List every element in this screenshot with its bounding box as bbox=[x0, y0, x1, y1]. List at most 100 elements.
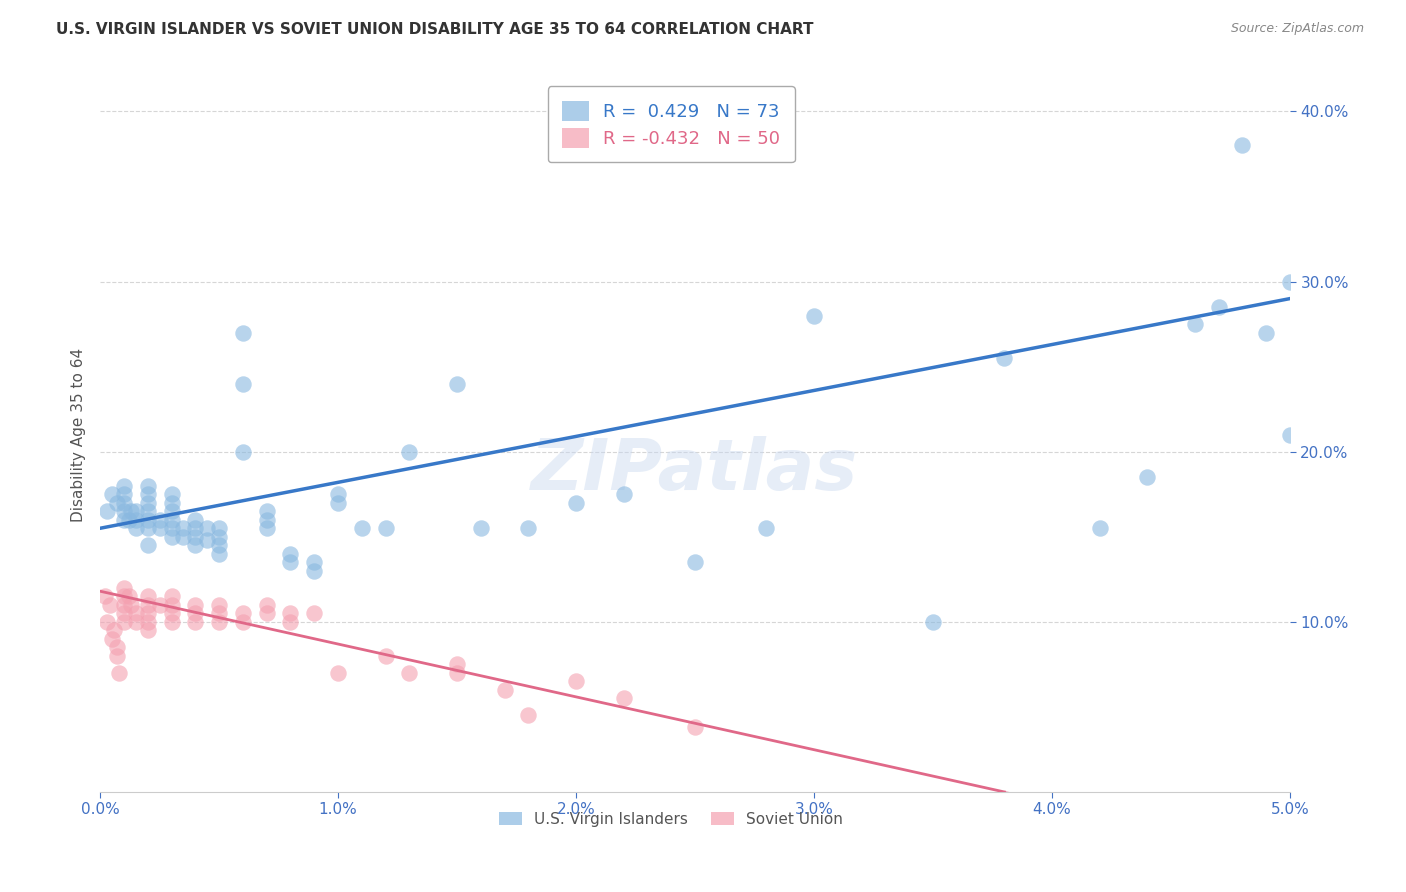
Point bbox=[112, 598, 135, 612]
Point bbox=[160, 504, 183, 518]
Point bbox=[1184, 317, 1206, 331]
Point bbox=[256, 521, 278, 535]
Point bbox=[98, 598, 121, 612]
Point bbox=[112, 615, 135, 629]
Point bbox=[398, 665, 420, 680]
Point bbox=[112, 504, 135, 518]
Point bbox=[1232, 138, 1254, 153]
Point bbox=[160, 607, 183, 621]
Point bbox=[446, 665, 468, 680]
Point bbox=[208, 530, 231, 544]
Point bbox=[136, 538, 159, 552]
Point bbox=[160, 496, 183, 510]
Point bbox=[232, 615, 254, 629]
Point bbox=[149, 513, 172, 527]
Point bbox=[105, 496, 128, 510]
Point bbox=[304, 555, 326, 569]
Point bbox=[494, 682, 516, 697]
Point bbox=[136, 521, 159, 535]
Point bbox=[149, 521, 172, 535]
Point bbox=[101, 487, 124, 501]
Text: Source: ZipAtlas.com: Source: ZipAtlas.com bbox=[1230, 22, 1364, 36]
Point bbox=[105, 648, 128, 663]
Point bbox=[112, 487, 135, 501]
Point bbox=[136, 607, 159, 621]
Point bbox=[184, 530, 207, 544]
Point bbox=[112, 607, 135, 621]
Y-axis label: Disability Age 35 to 64: Disability Age 35 to 64 bbox=[72, 348, 86, 522]
Point bbox=[160, 530, 183, 544]
Point bbox=[172, 530, 194, 544]
Point bbox=[922, 615, 945, 629]
Point bbox=[1256, 326, 1278, 340]
Point bbox=[565, 496, 588, 510]
Point bbox=[683, 555, 706, 569]
Point bbox=[103, 624, 125, 638]
Point bbox=[101, 632, 124, 646]
Point bbox=[280, 555, 302, 569]
Point bbox=[446, 376, 468, 391]
Point bbox=[160, 590, 183, 604]
Point bbox=[112, 590, 135, 604]
Text: U.S. VIRGIN ISLANDER VS SOVIET UNION DISABILITY AGE 35 TO 64 CORRELATION CHART: U.S. VIRGIN ISLANDER VS SOVIET UNION DIS… bbox=[56, 22, 814, 37]
Point bbox=[160, 521, 183, 535]
Point bbox=[112, 479, 135, 493]
Point bbox=[208, 547, 231, 561]
Point bbox=[118, 590, 141, 604]
Point bbox=[136, 479, 159, 493]
Point bbox=[517, 708, 540, 723]
Point bbox=[160, 513, 183, 527]
Point bbox=[136, 598, 159, 612]
Point bbox=[613, 691, 636, 706]
Point bbox=[172, 521, 194, 535]
Point bbox=[280, 547, 302, 561]
Point bbox=[256, 504, 278, 518]
Point bbox=[208, 538, 231, 552]
Point bbox=[112, 496, 135, 510]
Point bbox=[993, 351, 1015, 366]
Point bbox=[326, 665, 349, 680]
Point bbox=[125, 521, 148, 535]
Point bbox=[112, 581, 135, 595]
Point bbox=[208, 598, 231, 612]
Point bbox=[125, 607, 148, 621]
Point bbox=[1136, 470, 1159, 484]
Point bbox=[184, 538, 207, 552]
Point bbox=[125, 615, 148, 629]
Point bbox=[565, 674, 588, 689]
Point bbox=[208, 607, 231, 621]
Point bbox=[280, 607, 302, 621]
Point bbox=[1208, 300, 1230, 314]
Point bbox=[326, 487, 349, 501]
Point bbox=[184, 598, 207, 612]
Point bbox=[136, 590, 159, 604]
Point bbox=[136, 496, 159, 510]
Point bbox=[326, 496, 349, 510]
Point bbox=[374, 648, 396, 663]
Point bbox=[160, 598, 183, 612]
Point bbox=[160, 487, 183, 501]
Point bbox=[136, 624, 159, 638]
Point bbox=[94, 590, 117, 604]
Point bbox=[683, 720, 706, 734]
Point bbox=[517, 521, 540, 535]
Point bbox=[208, 521, 231, 535]
Point bbox=[184, 615, 207, 629]
Point bbox=[755, 521, 778, 535]
Point bbox=[96, 504, 118, 518]
Point bbox=[470, 521, 492, 535]
Point bbox=[136, 487, 159, 501]
Point bbox=[208, 615, 231, 629]
Text: ZIPatlas: ZIPatlas bbox=[531, 436, 859, 505]
Point bbox=[149, 598, 172, 612]
Point bbox=[136, 504, 159, 518]
Point bbox=[446, 657, 468, 672]
Point bbox=[184, 607, 207, 621]
Point bbox=[232, 326, 254, 340]
Point bbox=[112, 513, 135, 527]
Point bbox=[195, 521, 218, 535]
Point bbox=[136, 615, 159, 629]
Point bbox=[256, 607, 278, 621]
Point bbox=[108, 665, 131, 680]
Point bbox=[304, 607, 326, 621]
